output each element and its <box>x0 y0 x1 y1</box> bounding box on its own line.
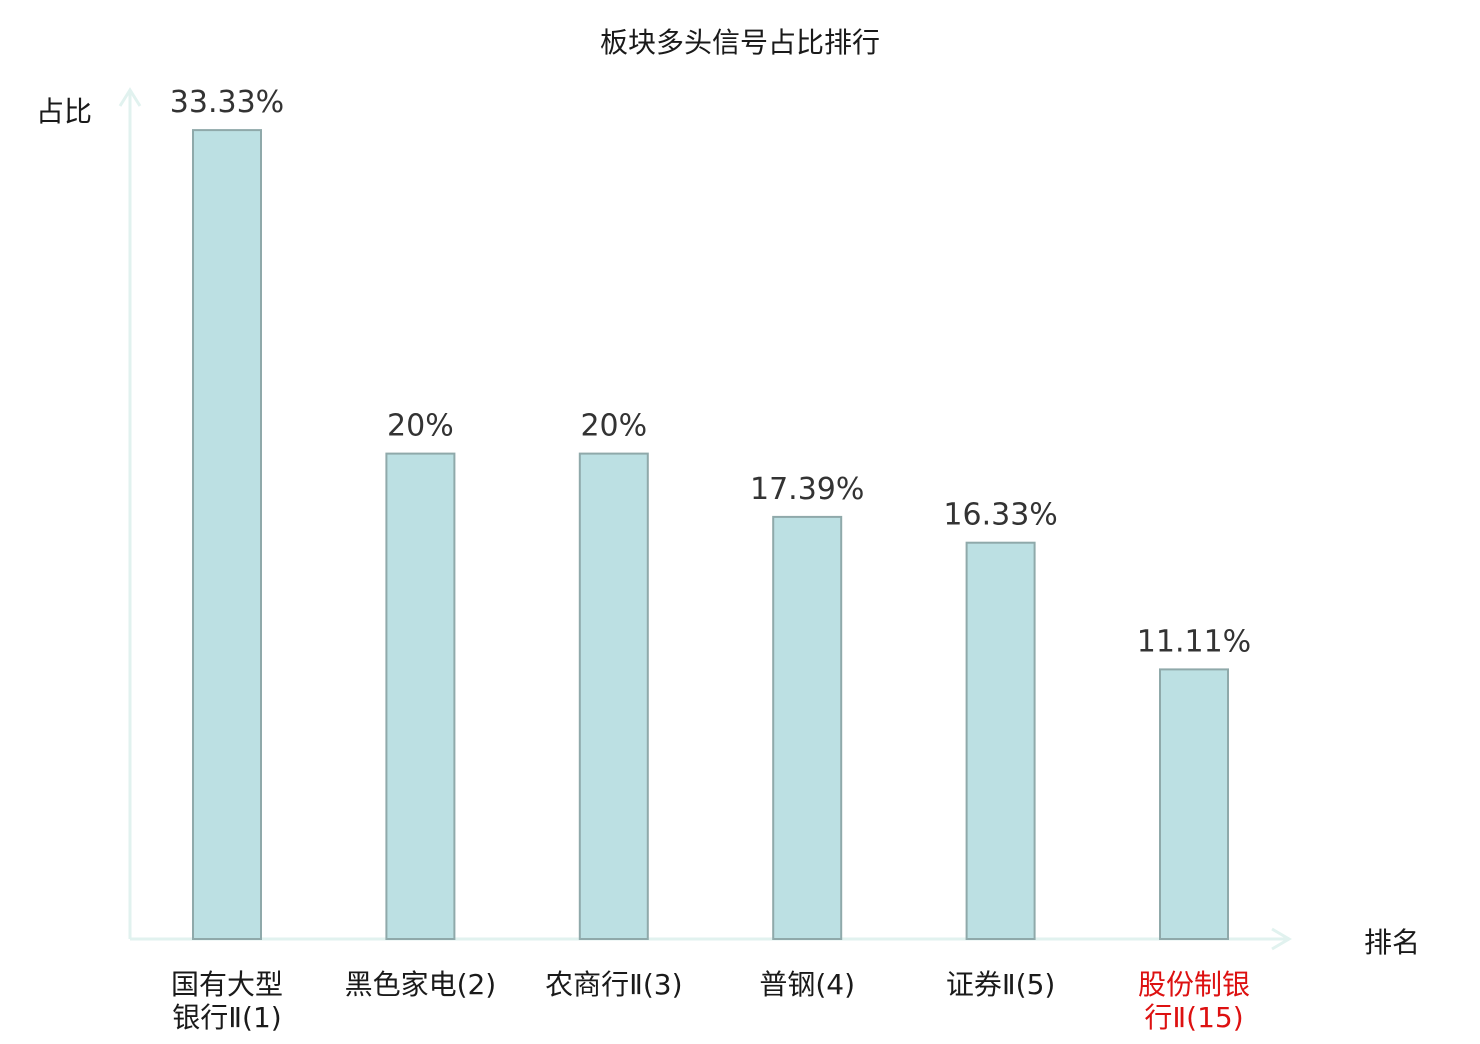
value-label-5: 16.33% <box>943 498 1057 533</box>
chart-title: 板块多头信号占比排行 <box>600 26 880 59</box>
value-label-6: 11.11% <box>1137 624 1251 659</box>
axes <box>118 87 1292 951</box>
bar-3 <box>578 452 649 940</box>
x-axis-arrow-icon <box>1271 927 1292 951</box>
category-label-6-line-1: 股份制银 <box>1138 968 1250 1001</box>
bar-6 <box>1159 668 1229 941</box>
value-label-3: 20% <box>580 409 647 444</box>
value-label-4: 17.39% <box>750 472 864 507</box>
value-label-2: 20% <box>387 409 454 444</box>
bar-5 <box>965 541 1036 940</box>
category-label-4-line-1: 普钢(4) <box>759 968 855 1001</box>
category-label-2-line-1: 黑色家电(2) <box>345 968 497 1001</box>
value-label-1: 33.33% <box>170 85 284 120</box>
y-axis-label: 占比 <box>36 95 92 128</box>
bar-4 <box>772 515 843 941</box>
y-axis-arrow-icon <box>118 87 142 107</box>
bar-1 <box>192 129 262 941</box>
category-label-3-line-1: 农商行Ⅱ(3) <box>545 968 682 1001</box>
value-labels: 33.33% 20% 20% 17.39% 16.33% 11.11% <box>170 85 1251 659</box>
category-label-1-line-2: 银行Ⅱ(1) <box>172 1001 281 1034</box>
x-axis-label: 排名 <box>1364 926 1420 959</box>
category-label-1-line-1: 国有大型 <box>171 968 283 1001</box>
category-label-6-line-2: 行Ⅱ(15) <box>1144 1001 1243 1034</box>
bar-2 <box>385 452 456 940</box>
bar-series <box>192 129 1229 941</box>
category-label-5-line-1: 证券Ⅱ(5) <box>946 968 1055 1001</box>
